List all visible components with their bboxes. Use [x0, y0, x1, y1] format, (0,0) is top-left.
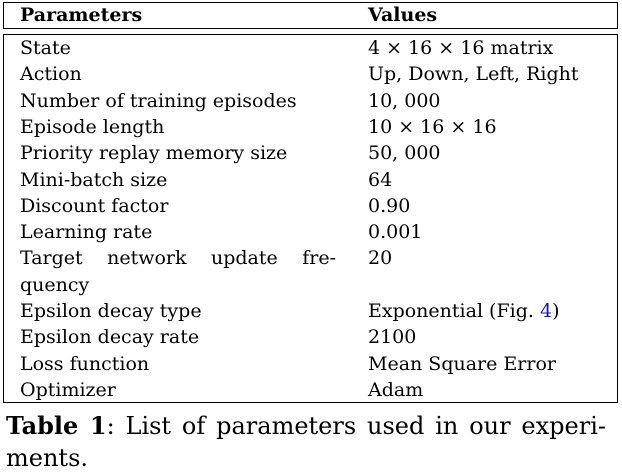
value-cell: 50, 000 [368, 142, 441, 165]
caption-text-line1: : List of parameters used in our experi- [106, 412, 606, 440]
param-cell: Loss function [20, 352, 150, 375]
value-cell: 0.001 [368, 221, 423, 244]
value-cell: 10 × 16 × 16 [368, 115, 497, 138]
param-cell: Episode length [20, 115, 165, 138]
param-cell: Epsilon decay rate [20, 326, 200, 349]
value-cell: 0.90 [368, 194, 411, 217]
value-cell: Up, Down, Left, Right [368, 63, 579, 86]
value-cell: 2100 [368, 326, 417, 349]
param-cell: Number of training episodes [20, 89, 297, 112]
param-cell-line1: Target network update fre- [20, 247, 336, 270]
table-body: State 4 × 16 × 16 matrix Action Up, Down… [3, 34, 618, 403]
param-cell: Discount factor [20, 194, 169, 217]
param-cell: Action [20, 63, 82, 86]
value-prefix: Exponential (Fig. [368, 300, 540, 322]
param-cell: Epsilon decay type [20, 300, 202, 322]
param-cell: State [20, 37, 71, 59]
param-cell: Priority replay memory size [20, 142, 288, 165]
param-cell: Learning rate [20, 221, 153, 244]
value-cell: Adam [368, 378, 424, 401]
value-cell: Mean Square Error [368, 352, 556, 375]
caption-text-line2: ments. [6, 444, 89, 472]
table-caption: Table 1: List of parameters used in our … [6, 409, 606, 443]
header-values: Values [368, 4, 438, 26]
value-cell: Exponential (Fig. 4) [368, 298, 560, 324]
value-cell: 10, 000 [368, 89, 441, 112]
value-suffix: ) [552, 300, 560, 322]
value-cell: 4 × 16 × 16 matrix [368, 37, 554, 59]
caption-label: Table 1 [6, 411, 107, 440]
value-cell: 20 [368, 247, 393, 270]
header-parameters: Parameters [20, 4, 143, 26]
param-cell: Mini-batch size [20, 168, 168, 191]
figure-reference-link[interactable]: 4 [539, 300, 553, 322]
table-header: Parameters Values [3, 2, 618, 29]
param-cell-line2: quency [20, 273, 90, 296]
value-cell: 64 [368, 168, 393, 191]
param-cell: Optimizer [20, 378, 116, 401]
